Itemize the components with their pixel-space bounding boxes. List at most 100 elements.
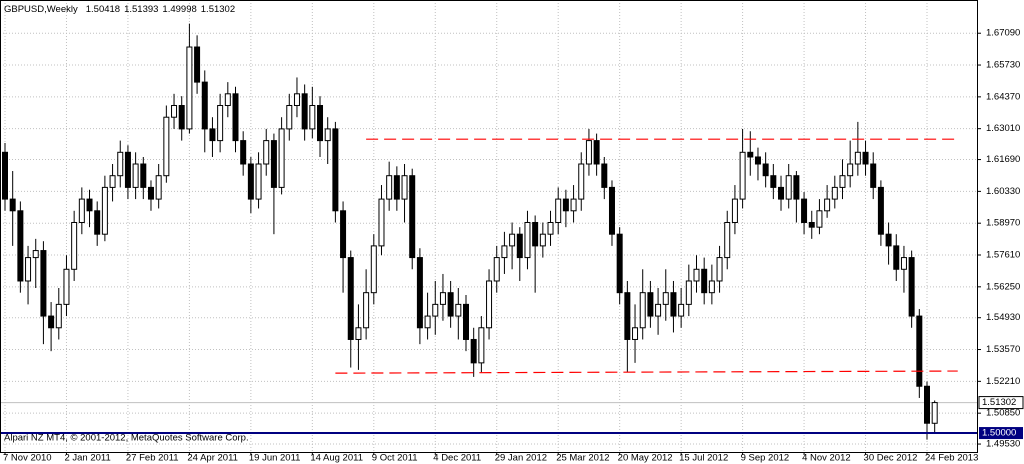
candle-body — [793, 175, 800, 200]
x-tick-label: 19 Jun 2011 — [249, 453, 301, 464]
candle-body — [816, 210, 823, 228]
candle-body — [109, 175, 116, 188]
candle-body — [493, 257, 500, 282]
y-tick-label: 1.65730 — [986, 60, 1020, 71]
candle-body — [209, 128, 216, 142]
candle-body — [808, 221, 815, 228]
low-value: 1.49998 — [162, 4, 196, 15]
candle-body — [678, 303, 685, 317]
open-value: 1.50418 — [86, 4, 120, 15]
candle-body — [393, 175, 400, 200]
candle-body — [463, 303, 469, 340]
footer: Alpari NZ MT4, © 2001-2012, MetaQuotes S… — [4, 433, 249, 444]
candle-body — [608, 186, 615, 235]
candle-body — [317, 105, 324, 142]
candle-body — [40, 250, 47, 317]
candle-body — [601, 163, 608, 188]
candle-body — [670, 292, 677, 317]
y-tick-label: 1.54930 — [986, 312, 1020, 323]
candle-body — [778, 186, 785, 200]
candle-body — [324, 128, 331, 142]
candle-body — [286, 105, 293, 130]
candle-body — [401, 175, 408, 200]
candle-body — [616, 233, 623, 294]
candle-body — [908, 257, 915, 317]
x-tick-label: 2 Jan 2011 — [64, 453, 110, 464]
candle-body — [655, 303, 662, 317]
level-box — [979, 427, 1023, 440]
x-tick-label: 15 Jul 2012 — [679, 453, 728, 464]
candle-body — [754, 156, 761, 165]
candle-body — [708, 280, 715, 294]
candle-body — [854, 151, 861, 165]
price-label: 1.51302 — [982, 397, 1016, 408]
candle-body — [685, 280, 692, 305]
candle-body — [570, 198, 577, 212]
marks — [0, 23, 977, 440]
candle-body — [363, 292, 370, 329]
candle-body — [101, 186, 108, 235]
candle-body — [893, 245, 900, 270]
y-tick-label: 1.58970 — [986, 218, 1020, 229]
x-tick-label: 7 Nov 2010 — [3, 453, 52, 464]
candle-body — [217, 105, 224, 142]
trend-line — [335, 370, 958, 374]
candle-body — [578, 163, 585, 200]
x-tick-label: 24 Apr 2011 — [187, 453, 238, 464]
candle-body — [532, 221, 539, 247]
candle-body — [547, 221, 554, 235]
candle-body — [785, 175, 792, 200]
candle-body — [140, 163, 147, 188]
candle-body — [386, 175, 393, 200]
candle-body — [624, 292, 631, 340]
x-tick-label: 14 Aug 2011 — [310, 453, 363, 464]
candle-body — [117, 151, 124, 177]
x-tick-label: 25 Mar 2012 — [556, 453, 609, 464]
candle-body — [585, 140, 592, 165]
y-tick-label: 1.56250 — [986, 281, 1020, 292]
candle-body — [693, 268, 700, 282]
candle-body — [178, 105, 185, 130]
candle-body — [332, 128, 339, 212]
candle-body — [439, 292, 446, 305]
candle-body — [32, 250, 39, 259]
candle-body — [94, 210, 101, 235]
candle-body — [916, 315, 923, 387]
plot-frame — [0, 0, 978, 453]
chart-title: GBPUSD,Weekly — [4, 4, 78, 15]
candle-body — [25, 257, 32, 282]
candle-body — [747, 151, 754, 158]
candle-body — [232, 93, 239, 142]
candle-body — [432, 303, 439, 317]
candle-body — [716, 257, 723, 282]
candle-body — [163, 116, 170, 177]
candle-body — [762, 163, 769, 177]
candle-body — [770, 175, 777, 188]
y-tick-label: 1.52210 — [986, 376, 1020, 387]
candle-body — [347, 257, 354, 340]
candle-body — [301, 93, 308, 130]
grid — [0, 0, 977, 452]
candle-body — [516, 233, 523, 259]
candle-body — [71, 221, 78, 270]
candle-body — [486, 280, 493, 329]
candle-body — [270, 140, 277, 188]
candle-body — [632, 327, 639, 340]
candle-body — [931, 402, 938, 424]
candle-body — [293, 93, 300, 107]
candle-body — [562, 198, 569, 212]
candle-body — [240, 140, 247, 165]
candle-body — [885, 233, 892, 247]
candle-body — [340, 210, 347, 259]
candle-body — [124, 151, 131, 188]
candle-body — [447, 292, 454, 317]
candle-body — [739, 151, 746, 200]
candle-body — [355, 327, 362, 340]
y-tick-label: 1.61690 — [986, 154, 1020, 165]
candle-body — [847, 163, 854, 177]
candle-body — [78, 198, 85, 223]
candle-body — [155, 175, 162, 200]
candle-body — [501, 245, 508, 259]
x-tick-label: 29 Jan 2012 — [495, 453, 547, 464]
